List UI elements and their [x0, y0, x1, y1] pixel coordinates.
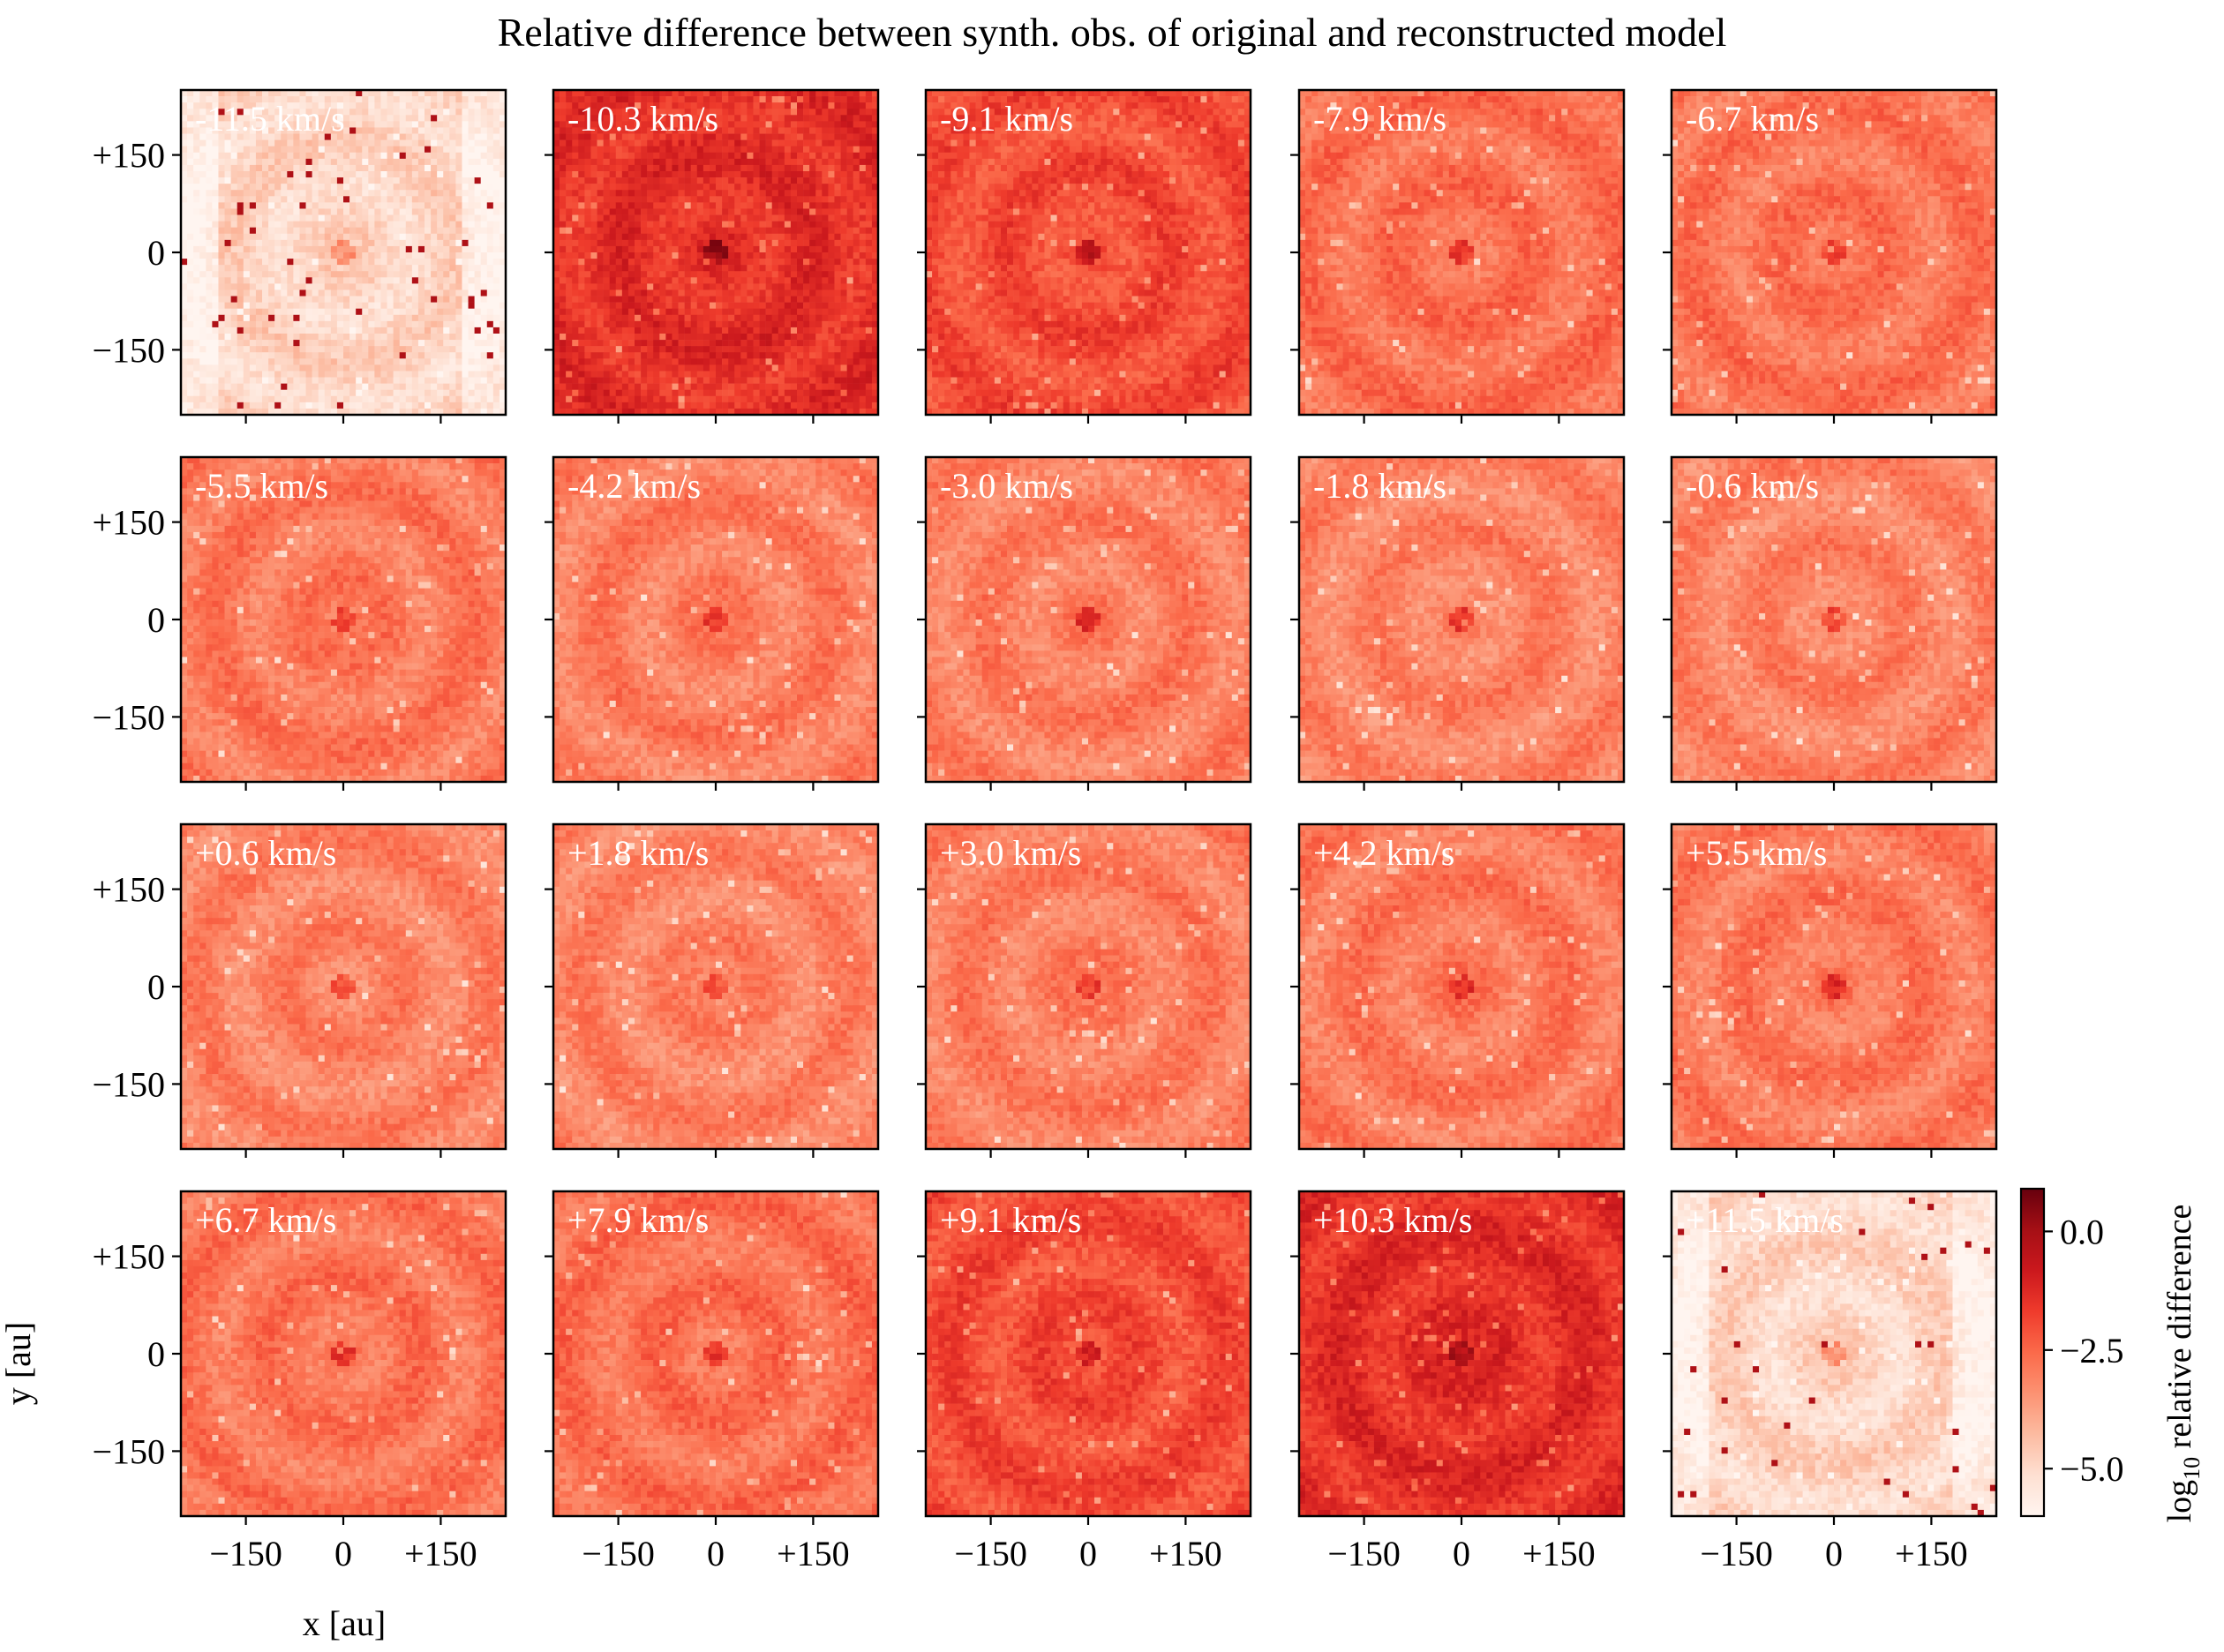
- x-tick-label: −150: [1700, 1534, 1773, 1573]
- heatmap-image: [1299, 824, 1624, 1149]
- panel-velocity-label: +3.0 km/s: [940, 833, 1081, 873]
- panel: +5.5 km/s: [1663, 824, 1996, 1158]
- x-tick-label: 0: [1453, 1534, 1470, 1573]
- x-tick-label: 0: [1079, 1534, 1097, 1573]
- heatmap-image: [1672, 457, 1996, 782]
- x-tick-label: −150: [209, 1534, 282, 1573]
- panel-velocity-label: +0.6 km/s: [195, 833, 336, 873]
- panel: +6.7 km/s −150 0 +150 +150 0 −150: [92, 1191, 506, 1573]
- heatmap-image: [1672, 90, 1996, 415]
- heatmap-image: [926, 90, 1251, 415]
- x-tick-label: +150: [1522, 1534, 1596, 1573]
- colorbar-gradient: [2021, 1189, 2044, 1516]
- x-tick-label: +150: [404, 1534, 477, 1573]
- panel: -10.3 km/s: [545, 90, 878, 424]
- heatmap-image: [181, 824, 506, 1149]
- panel-grid: -11.5 km/s +150 0 −150 -10.3 km/s -9.1 km/s -7…: [92, 90, 1996, 1573]
- panel: -1.8 km/s: [1290, 457, 1624, 791]
- panel: +10.3 km/s −150 0 +150: [1290, 1191, 1624, 1573]
- panel-velocity-label: +9.1 km/s: [940, 1200, 1081, 1240]
- panel-velocity-label: +7.9 km/s: [567, 1200, 709, 1240]
- heatmap-image: [1299, 90, 1624, 415]
- panel: -0.6 km/s: [1663, 457, 1996, 791]
- colorbar-tick-label: −5.0: [2060, 1449, 2124, 1489]
- panel-velocity-label: +5.5 km/s: [1686, 833, 1827, 873]
- y-tick-label: +150: [92, 870, 165, 910]
- x-tick-label: 0: [1825, 1534, 1843, 1573]
- x-tick-label: +150: [1149, 1534, 1222, 1573]
- panel-velocity-label: -11.5 km/s: [195, 99, 345, 139]
- x-tick-label: 0: [334, 1534, 352, 1573]
- heatmap-image: [181, 90, 506, 415]
- chart-title: Relative difference between synth. obs. …: [498, 10, 1727, 55]
- panel: -11.5 km/s +150 0 −150: [92, 90, 506, 424]
- panel-velocity-label: +6.7 km/s: [195, 1200, 336, 1240]
- y-tick-label: −150: [92, 1064, 165, 1104]
- panel-velocity-label: -0.6 km/s: [1686, 466, 1819, 506]
- heatmap-image: [926, 824, 1251, 1149]
- panel-velocity-label: -1.8 km/s: [1313, 466, 1446, 506]
- heatmap-image: [553, 1191, 878, 1516]
- heatmap-image: [1299, 457, 1624, 782]
- panel-velocity-label: -3.0 km/s: [940, 466, 1073, 506]
- heatmap-image: [1672, 824, 1996, 1149]
- panel: +11.5 km/s −150 0 +150: [1663, 1191, 1996, 1573]
- y-tick-label: 0: [147, 233, 165, 273]
- y-tick-label: −150: [92, 330, 165, 370]
- x-tick-label: −150: [954, 1534, 1027, 1573]
- x-tick-label: −150: [582, 1534, 655, 1573]
- heatmap-image: [181, 457, 506, 782]
- panel: -7.9 km/s: [1290, 90, 1624, 424]
- heatmap-image: [553, 90, 878, 415]
- y-tick-label: +150: [92, 503, 165, 543]
- colorbar-tick-label: 0.0: [2060, 1212, 2104, 1251]
- y-tick-label: +150: [92, 136, 165, 176]
- colorbar-label: log10 relative difference: [2161, 1205, 2205, 1523]
- panel: +0.6 km/s +150 0 −150: [92, 824, 506, 1158]
- panel: +1.8 km/s: [545, 824, 878, 1158]
- heatmap-image: [1299, 1191, 1624, 1516]
- colorbar-tick-label: −2.5: [2060, 1331, 2124, 1370]
- x-tick-label: +150: [1895, 1534, 1968, 1573]
- y-tick-label: +150: [92, 1237, 165, 1277]
- x-tick-label: 0: [707, 1534, 725, 1573]
- panel-velocity-label: -5.5 km/s: [195, 466, 328, 506]
- y-tick-label: −150: [92, 697, 165, 737]
- heatmap-image: [553, 824, 878, 1149]
- panel: -9.1 km/s: [917, 90, 1251, 424]
- panel: +3.0 km/s: [917, 824, 1251, 1158]
- panel-velocity-label: -4.2 km/s: [567, 466, 701, 506]
- panel: -4.2 km/s: [545, 457, 878, 791]
- panel: -5.5 km/s +150 0 −150: [92, 457, 506, 791]
- x-tick-label: −150: [1327, 1534, 1401, 1573]
- heatmap-image: [181, 1191, 506, 1516]
- x-tick-label: +150: [777, 1534, 850, 1573]
- panel: +9.1 km/s −150 0 +150: [917, 1191, 1251, 1573]
- y-tick-label: 0: [147, 1334, 165, 1374]
- panel: -3.0 km/s: [917, 457, 1251, 791]
- panel-velocity-label: +4.2 km/s: [1313, 833, 1454, 873]
- panel: +4.2 km/s: [1290, 824, 1624, 1158]
- heatmap-image: [1672, 1191, 1996, 1516]
- heatmap-image: [553, 457, 878, 782]
- y-axis-label: y [au]: [0, 1322, 38, 1405]
- x-axis-label: x [au]: [303, 1603, 386, 1643]
- y-tick-label: 0: [147, 600, 165, 640]
- y-tick-label: −150: [92, 1431, 165, 1471]
- panel-velocity-label: +1.8 km/s: [567, 833, 709, 873]
- heatmap-image: [926, 1191, 1251, 1516]
- panel: +7.9 km/s −150 0 +150: [545, 1191, 878, 1573]
- heatmap-image: [926, 457, 1251, 782]
- panel-velocity-label: +11.5 km/s: [1686, 1200, 1844, 1240]
- colorbar: 0.0 −2.5 −5.0 log10 relative difference: [2021, 1189, 2205, 1522]
- panel-velocity-label: +10.3 km/s: [1313, 1200, 1472, 1240]
- panel: -6.7 km/s: [1663, 90, 1996, 424]
- panel-velocity-label: -10.3 km/s: [567, 99, 718, 139]
- panel-velocity-label: -7.9 km/s: [1313, 99, 1446, 139]
- y-tick-label: 0: [147, 967, 165, 1007]
- panel-velocity-label: -9.1 km/s: [940, 99, 1073, 139]
- panel-velocity-label: -6.7 km/s: [1686, 99, 1819, 139]
